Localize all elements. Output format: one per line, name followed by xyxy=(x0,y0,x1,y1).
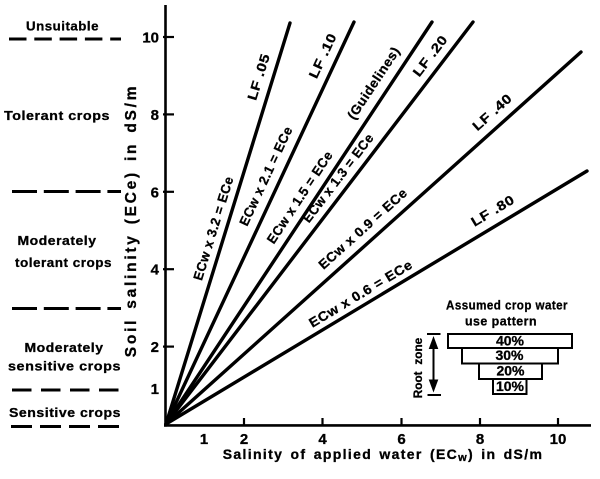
svg-text:Sensitive crops: Sensitive crops xyxy=(9,405,121,420)
svg-text:use pattern: use pattern xyxy=(465,314,537,329)
svg-text:Root zone: Root zone xyxy=(411,337,425,398)
svg-text:6: 6 xyxy=(151,184,159,201)
svg-text:10: 10 xyxy=(142,30,159,47)
svg-text:8: 8 xyxy=(151,107,159,124)
svg-text:2: 2 xyxy=(151,339,159,356)
svg-text:8: 8 xyxy=(476,431,484,448)
svg-text:2: 2 xyxy=(240,431,248,448)
svg-text:6: 6 xyxy=(397,431,405,448)
svg-text:1: 1 xyxy=(151,381,159,398)
svg-text:Tolerant crops: Tolerant crops xyxy=(4,108,110,123)
svg-text:tolerant crops: tolerant crops xyxy=(15,255,112,270)
svg-text:Unsuitable: Unsuitable xyxy=(26,19,99,34)
svg-text:10%: 10% xyxy=(496,378,525,394)
svg-text:Moderately: Moderately xyxy=(25,340,104,355)
svg-text:4: 4 xyxy=(318,431,327,448)
svg-text:Assumed crop water: Assumed crop water xyxy=(446,298,568,313)
svg-text:4: 4 xyxy=(151,262,160,279)
svg-text:40%: 40% xyxy=(496,333,525,349)
svg-text:1: 1 xyxy=(200,431,208,448)
svg-text:sensitive crops: sensitive crops xyxy=(8,359,121,374)
svg-text:Moderately: Moderately xyxy=(18,233,97,248)
svg-text:Salinity of applied water (ECw: Salinity of applied water (ECw) in dS/m xyxy=(223,446,544,464)
svg-text:30%: 30% xyxy=(495,347,524,363)
svg-text:10: 10 xyxy=(550,431,567,448)
svg-text:Soil salinity (ECe) in dS/m: Soil salinity (ECe) in dS/m xyxy=(123,84,140,357)
svg-text:20%: 20% xyxy=(496,363,525,379)
